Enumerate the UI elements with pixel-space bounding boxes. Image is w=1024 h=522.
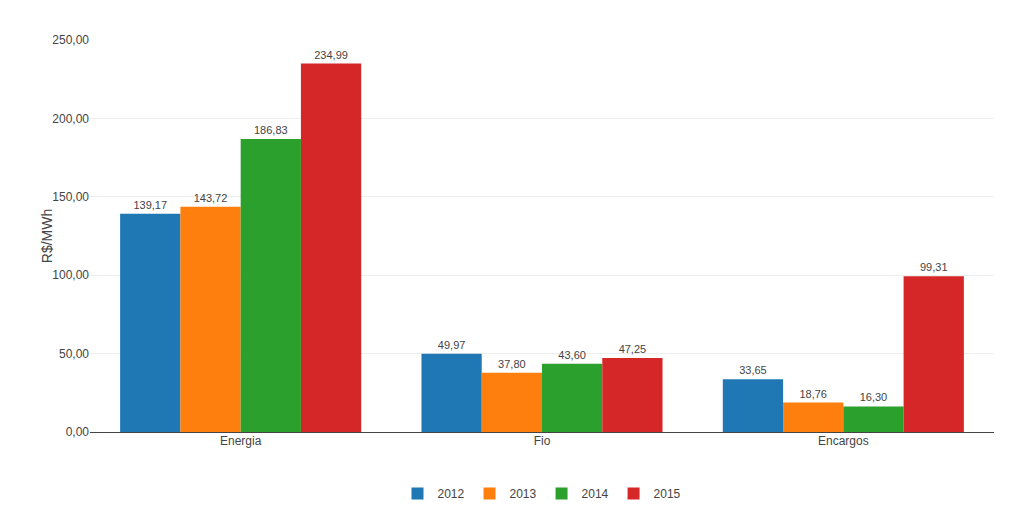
svg-text:250,00: 250,00 — [52, 33, 89, 47]
svg-text:200,00: 200,00 — [52, 112, 89, 126]
svg-text:100,00: 100,00 — [52, 268, 89, 282]
svg-text:143,72: 143,72 — [194, 192, 228, 204]
svg-text:47,25: 47,25 — [619, 343, 647, 355]
svg-text:R$/MWh: R$/MWh — [39, 209, 55, 263]
svg-text:2014: 2014 — [582, 487, 609, 501]
svg-text:37,80: 37,80 — [498, 358, 526, 370]
svg-text:2015: 2015 — [654, 487, 681, 501]
svg-text:0,00: 0,00 — [66, 425, 90, 439]
svg-text:2012: 2012 — [438, 487, 465, 501]
svg-text:Energia: Energia — [220, 434, 262, 448]
svg-text:16,30: 16,30 — [860, 391, 888, 403]
svg-text:18,76: 18,76 — [799, 388, 827, 400]
svg-text:49,97: 49,97 — [438, 339, 466, 351]
svg-text:50,00: 50,00 — [59, 347, 89, 361]
svg-text:99,31: 99,31 — [920, 261, 948, 273]
svg-text:186,83: 186,83 — [254, 124, 288, 136]
svg-text:Fio: Fio — [534, 434, 551, 448]
svg-text:234,99: 234,99 — [314, 49, 348, 61]
svg-text:2013: 2013 — [510, 487, 537, 501]
svg-text:Encargos: Encargos — [818, 434, 869, 448]
svg-text:150,00: 150,00 — [52, 190, 89, 204]
svg-text:139,17: 139,17 — [133, 199, 167, 211]
svg-text:33,65: 33,65 — [739, 364, 767, 376]
svg-text:43,60: 43,60 — [558, 349, 586, 361]
